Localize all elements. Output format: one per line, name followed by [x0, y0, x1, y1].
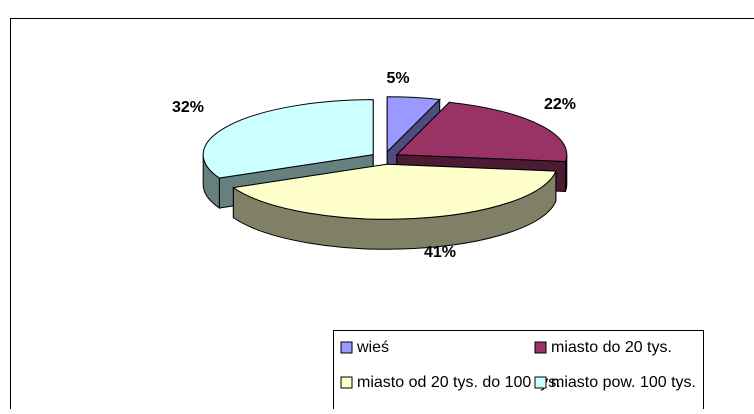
- legend-swatch: [341, 377, 352, 388]
- legend-swatch: [341, 342, 352, 353]
- data-label: 41%: [424, 244, 456, 261]
- legend-label: miasto od 20 tys. do 100 tys.: [357, 374, 561, 391]
- legend-label: wieś: [356, 339, 389, 356]
- legend-label: miasto do 20 tys.: [551, 339, 672, 356]
- data-label: 22%: [544, 96, 576, 113]
- data-label: 32%: [172, 99, 204, 116]
- data-label: 5%: [386, 70, 409, 87]
- legend-label: miasto pow. 100 tys.: [551, 374, 696, 391]
- legend-swatch: [535, 342, 546, 353]
- legend-swatch: [535, 377, 546, 388]
